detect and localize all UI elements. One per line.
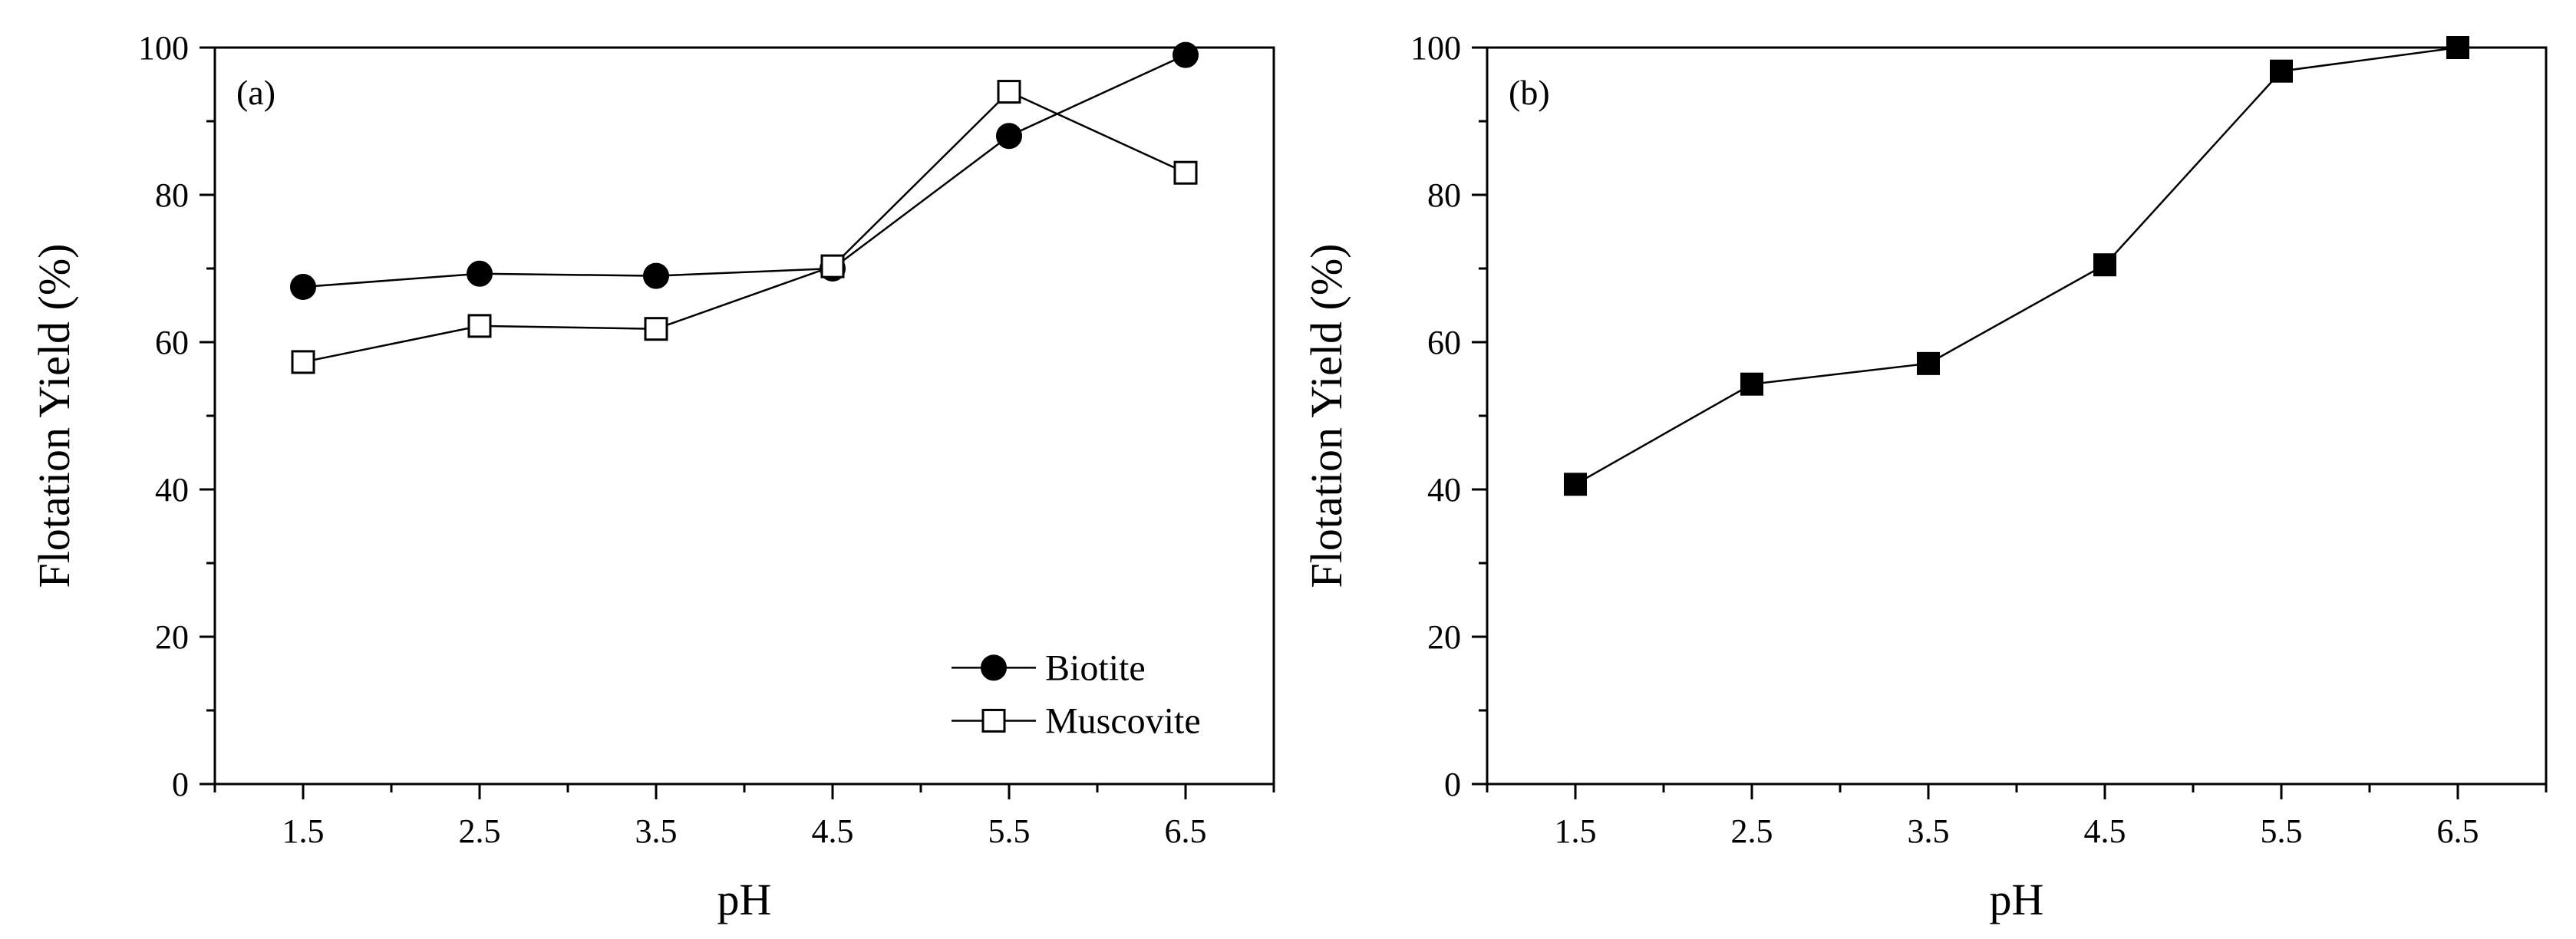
legend-item: Muscovite — [952, 700, 1201, 741]
data-point — [467, 314, 492, 338]
series-line — [1575, 46, 2459, 486]
data-point — [1173, 41, 1199, 68]
y-tick-label: 100 — [1410, 29, 1461, 67]
x-tick-label: 2.5 — [1731, 812, 1773, 850]
panel-label: (a) — [236, 73, 275, 112]
legend-item: Biotite — [952, 647, 1146, 688]
x-tick-label: 4.5 — [2084, 812, 2126, 850]
data-point — [996, 123, 1022, 150]
x-axis-title: pH — [1990, 875, 2044, 924]
x-tick-label: 5.5 — [988, 812, 1031, 850]
y-tick-label: 40 — [1427, 471, 1461, 509]
chart-panel-a: 0 20 40 60 80 100 1.5 2.5 3.5 4.5 5.5 6.5 pH Flotatio… — [29, 29, 1275, 924]
data-point — [981, 708, 1006, 733]
panel-label: (b) — [1509, 73, 1550, 112]
x-axis-title: pH — [717, 875, 772, 924]
y-tick-label: 20 — [155, 618, 189, 656]
data-point — [997, 80, 1021, 104]
data-point — [644, 317, 668, 341]
x-tick-label: 6.5 — [1165, 812, 1207, 850]
y-tick-label: 0 — [172, 766, 189, 803]
legend-label: Biotite — [1045, 647, 1146, 688]
data-point — [2270, 59, 2293, 83]
y-tick-label: 0 — [1444, 766, 1461, 803]
series-line — [302, 54, 1186, 288]
x-tick-label: 1.5 — [282, 812, 325, 850]
x-tick-label: 1.5 — [1555, 812, 1597, 850]
data-point — [467, 260, 493, 287]
y-tick-label: 40 — [155, 471, 189, 509]
series-line — [302, 91, 1186, 364]
y-tick-label: 60 — [155, 324, 189, 361]
y-tick-label: 80 — [1427, 176, 1461, 214]
y-axis-title: Flotation Yield (%) — [29, 244, 79, 588]
y-tick-label: 100 — [138, 29, 189, 67]
x-tick-label: 3.5 — [1908, 812, 1950, 850]
y-tick-label: 80 — [155, 176, 189, 214]
data-point — [2446, 36, 2469, 59]
x-tick-label: 6.5 — [2437, 812, 2479, 850]
x-tick-label: 5.5 — [2261, 812, 2303, 850]
y-axis-title: Flotation Yield (%) — [1301, 244, 1351, 588]
series-muscovite — [291, 80, 1198, 374]
legend: Biotite Muscovite — [952, 647, 1201, 741]
x-tick-label: 2.5 — [459, 812, 501, 850]
data-point — [820, 254, 845, 278]
data-point — [1740, 372, 1763, 396]
series-main — [1564, 36, 2469, 496]
data-point — [1173, 160, 1198, 185]
x-tick-label: 3.5 — [635, 812, 678, 850]
data-point — [1564, 473, 1587, 496]
data-point — [2093, 253, 2116, 277]
data-point — [291, 350, 315, 374]
data-point — [643, 262, 669, 289]
data-point — [1917, 351, 1940, 375]
plot-frame — [1486, 46, 2548, 786]
y-tick-label: 60 — [1427, 324, 1461, 361]
data-point — [981, 654, 1007, 681]
x-tick-label: 4.5 — [812, 812, 854, 850]
series-biotite — [290, 41, 1199, 300]
chart-panel-b: 0 20 40 60 80 100 1.5 2.5 3.5 4.5 5.5 6.5 pH Flotatio… — [1301, 29, 2548, 924]
legend-label: Muscovite — [1045, 700, 1201, 741]
y-tick-label: 20 — [1427, 618, 1461, 656]
data-point — [290, 274, 316, 300]
